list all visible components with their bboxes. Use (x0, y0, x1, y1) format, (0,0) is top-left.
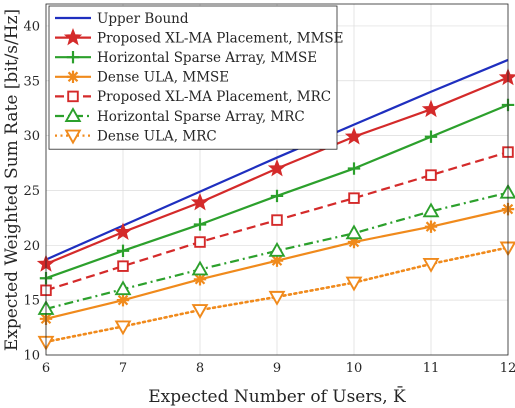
y-tick-label: 15 (23, 294, 40, 309)
data-point (114, 280, 132, 296)
legend-item: Horizontal Sparse Array, MMSE (55, 50, 317, 66)
data-point (117, 260, 129, 272)
data-point (191, 304, 209, 319)
legend-marker (66, 51, 80, 64)
x-axis-title: Expected Number of Users, K̄ (148, 385, 406, 407)
y-tick-label: 40 (23, 19, 40, 34)
legend-label: Upper Bound (97, 11, 189, 27)
data-point (113, 222, 133, 240)
data-point (193, 218, 207, 231)
data-point (268, 241, 286, 257)
x-tick-label: 9 (273, 361, 281, 376)
legend-label: Horizontal Sparse Array, MMSE (97, 50, 317, 66)
data-point (344, 127, 364, 145)
data-point (270, 254, 284, 267)
data-point (116, 244, 130, 257)
x-tick-label: 10 (346, 361, 363, 376)
data-point (270, 189, 284, 203)
data-point (345, 224, 363, 240)
data-point (194, 236, 206, 248)
data-point (421, 99, 441, 118)
data-point (424, 220, 438, 233)
legend-marker (67, 90, 79, 103)
y-axis-title: Expected Weighted Sum Rate [bit/s/Hz] (2, 9, 22, 351)
data-point (348, 192, 360, 204)
x-tick-label: 12 (500, 361, 515, 376)
legend: Upper Bound Proposed XL-MA Placement, MMS… (48, 5, 344, 150)
legend-marker (64, 129, 82, 145)
legend-item: Proposed XL-MA Placement, MMSE (55, 27, 344, 46)
legend-item: Horizontal Sparse Array, MRC (55, 107, 305, 125)
x-tick-label: 6 (42, 361, 50, 376)
legend-item: Upper Bound (55, 11, 189, 27)
data-point (347, 162, 361, 175)
series-layer (36, 58, 515, 351)
legend-label: Horizontal Sparse Array, MRC (97, 109, 305, 125)
data-point (424, 130, 438, 143)
legend-label: Proposed XL-MA Placement, MMSE (97, 30, 344, 46)
legend-item: Dense ULA, MRC (55, 128, 217, 145)
data-point (193, 273, 207, 286)
x-tick-label: 7 (119, 361, 127, 376)
legend-label: Proposed XL-MA Placement, MRC (97, 89, 331, 105)
data-point (347, 235, 361, 249)
data-point (190, 192, 210, 211)
data-point (271, 214, 283, 226)
data-point (268, 290, 286, 306)
legend-marker (63, 27, 83, 46)
series-6 (37, 183, 515, 315)
legend-item: Proposed XL-MA Placement, MRC (55, 89, 331, 105)
data-point (425, 169, 437, 181)
y-tick-label: 20 (23, 239, 40, 254)
legend-label: Dense ULA, MRC (97, 128, 217, 144)
legend-label: Dense ULA, MMSE (97, 70, 229, 86)
data-point (191, 260, 209, 276)
y-tick-labels: 10 15 20 25 30 35 40 (23, 19, 40, 363)
x-tick-label: 11 (423, 361, 440, 376)
series-2 (36, 67, 515, 272)
y-tick-label: 30 (23, 129, 40, 144)
data-point (267, 158, 287, 177)
data-point (345, 276, 363, 292)
y-tick-label: 10 (23, 349, 40, 364)
data-point (422, 258, 440, 273)
data-point (116, 293, 130, 307)
legend-item: Dense ULA, MMSE (55, 70, 229, 86)
legend-marker (64, 107, 82, 122)
plot-frame (45, 3, 509, 356)
legend-box (48, 5, 338, 150)
y-tick-label: 35 (23, 74, 40, 89)
x-tick-labels: 6 7 8 9 10 11 12 (42, 361, 515, 376)
x-tick-label: 8 (196, 361, 204, 376)
data-point (422, 202, 440, 218)
y-tick-label: 25 (23, 184, 40, 199)
data-point (114, 320, 132, 336)
legend-marker (66, 70, 80, 83)
